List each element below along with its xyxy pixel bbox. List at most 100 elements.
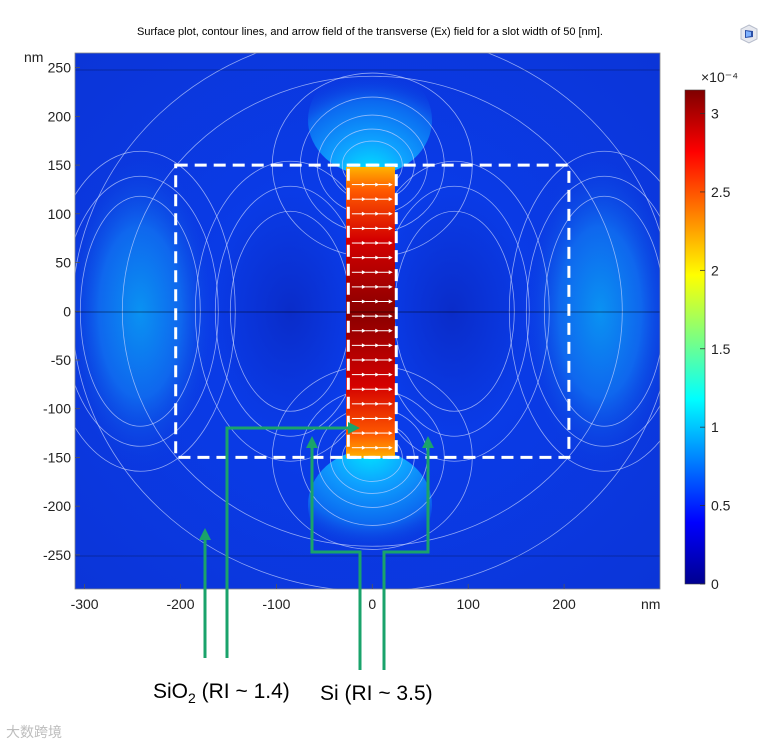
colorbar-tick-label: 3 bbox=[711, 106, 719, 122]
x-tick-label: -200 bbox=[166, 596, 194, 612]
slot-outline bbox=[346, 163, 398, 459]
y-tick-label: -200 bbox=[43, 498, 71, 514]
field-arrow-head bbox=[388, 328, 393, 333]
field-arrow-head bbox=[375, 445, 380, 450]
y-axis-ticks: 250 200 150 100 50 0 -50 -100 -150 -200 -250 bbox=[43, 60, 80, 563]
watermark-text: 大数跨境 bbox=[6, 724, 62, 740]
y-tick-label: -50 bbox=[51, 352, 71, 368]
si-arrow-left-head bbox=[306, 436, 318, 448]
field-arrow-head bbox=[375, 226, 380, 231]
field-arrow-head bbox=[388, 416, 393, 421]
colorbar: ×10⁻⁴ 0 0.5 1 1.5 2 2.5 3 bbox=[684, 69, 738, 592]
comsol-logo-icon[interactable] bbox=[739, 24, 759, 44]
plot-frame bbox=[74, 52, 661, 590]
field-arrow-head bbox=[361, 314, 366, 319]
colorbar-tick-label: 2 bbox=[711, 262, 719, 278]
field-arrow-head bbox=[375, 431, 380, 436]
field-arrow-head bbox=[388, 284, 393, 289]
sio2-arrow-slot bbox=[225, 426, 350, 658]
field-arrow-head bbox=[361, 431, 366, 436]
field-arrow-head bbox=[375, 182, 380, 187]
chart-title: Surface plot, contour lines, and arrow f… bbox=[137, 26, 603, 38]
x-tick-label: 0 bbox=[368, 596, 376, 612]
field-arrow-head bbox=[375, 328, 380, 333]
si-arrow-right bbox=[382, 446, 430, 670]
sio2-arrow-slot-head bbox=[348, 422, 360, 434]
field-arrow-head bbox=[375, 416, 380, 421]
colorbar-tick-label: 1.5 bbox=[711, 341, 731, 357]
y-tick-label: -150 bbox=[43, 449, 71, 465]
field-arrow-head bbox=[361, 401, 366, 406]
field-arrow-head bbox=[388, 270, 393, 275]
colorbar-tick-label: 0 bbox=[711, 576, 719, 592]
colorbar-tick-label: 2.5 bbox=[711, 184, 731, 200]
field-arrow-head bbox=[361, 226, 366, 231]
si-arrow-left bbox=[310, 446, 362, 670]
si-arrow-right-head bbox=[422, 436, 434, 448]
field-arrow-head bbox=[361, 255, 366, 260]
field-arrow-head bbox=[375, 401, 380, 406]
field-arrow-head bbox=[375, 211, 380, 216]
field-arrow-head bbox=[388, 445, 393, 450]
y-tick-label: 50 bbox=[55, 255, 71, 271]
x-axis-ticks: -300 -200 -100 0 100 200 bbox=[71, 584, 576, 612]
arrow-field bbox=[351, 182, 393, 450]
field-arrow-head bbox=[361, 182, 366, 187]
field-cap-bottom bbox=[308, 450, 432, 560]
sio2-arrow-left-head bbox=[199, 528, 211, 540]
field-arrow-head bbox=[361, 343, 366, 348]
contour-line bbox=[543, 195, 660, 427]
slot-field bbox=[346, 167, 395, 458]
field-arrow-head bbox=[375, 197, 380, 202]
field-arrow-head bbox=[375, 255, 380, 260]
field-arrow-head bbox=[388, 343, 393, 348]
field-arrow-head bbox=[388, 226, 393, 231]
field-arrow-head bbox=[375, 387, 380, 392]
field-arrow-head bbox=[388, 431, 393, 436]
field-cap-top bbox=[308, 65, 432, 175]
field-arrow-head bbox=[388, 182, 393, 187]
y-tick-label: 150 bbox=[48, 157, 72, 173]
y-axis-unit: nm bbox=[24, 49, 43, 65]
field-arrow-head bbox=[375, 284, 380, 289]
y-tick-label: -250 bbox=[43, 547, 71, 563]
field-arrow-head bbox=[361, 357, 366, 362]
field-arrow-head bbox=[361, 211, 366, 216]
field-arrow-head bbox=[361, 387, 366, 392]
field-arrow-head bbox=[361, 299, 366, 304]
field-arrow-head bbox=[375, 241, 380, 246]
field-arrow-head bbox=[388, 197, 393, 202]
colorbar-gradient bbox=[684, 89, 706, 585]
annotation-arrows bbox=[199, 422, 434, 670]
y-tick-label: -100 bbox=[43, 401, 71, 417]
field-arrow-head bbox=[361, 241, 366, 246]
annotation-sio2: SiO2 (RI ~ 1.4) bbox=[153, 680, 290, 706]
contour-line bbox=[508, 150, 660, 472]
annotation-si: Si (RI ~ 3.5) bbox=[320, 682, 433, 705]
field-arrow-head bbox=[361, 372, 366, 377]
field-arrow-head bbox=[388, 241, 393, 246]
field-arrow-head bbox=[388, 299, 393, 304]
field-arrow-head bbox=[361, 197, 366, 202]
x-tick-label: -100 bbox=[262, 596, 290, 612]
x-tick-label: -300 bbox=[71, 596, 99, 612]
contour-line bbox=[525, 175, 660, 447]
field-arrow-head bbox=[361, 416, 366, 421]
colorbar-tick-label: 0.5 bbox=[711, 498, 731, 514]
y-tick-label: 200 bbox=[48, 108, 72, 124]
y-tick-label: 100 bbox=[48, 206, 72, 222]
field-arrow-head bbox=[388, 314, 393, 319]
field-arrow-head bbox=[375, 299, 380, 304]
contour-line bbox=[75, 175, 219, 447]
field-arrow-head bbox=[375, 270, 380, 275]
y-tick-label: 0 bbox=[63, 303, 71, 319]
field-arrow-head bbox=[361, 284, 366, 289]
field-arrow-head bbox=[388, 372, 393, 377]
field-arrow-head bbox=[375, 372, 380, 377]
colorbar-multiplier: ×10⁻⁴ bbox=[701, 69, 738, 85]
contour-line bbox=[79, 195, 201, 427]
field-arrow-head bbox=[375, 357, 380, 362]
plot-area bbox=[75, 53, 660, 589]
field-arrow-head bbox=[361, 328, 366, 333]
field-arrow-head bbox=[388, 211, 393, 216]
